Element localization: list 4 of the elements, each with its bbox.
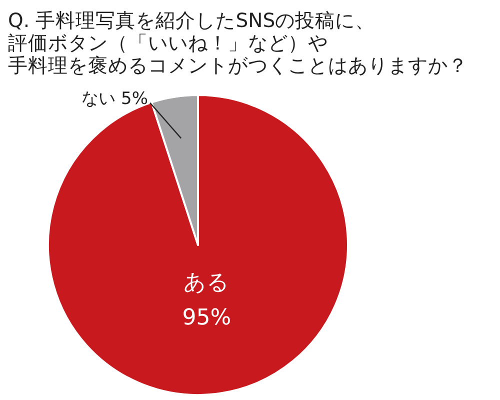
data-label: 95% (182, 305, 232, 330)
slice-label: ある (184, 270, 230, 296)
slice-label: ない 5% (82, 88, 148, 109)
chart-title: Q. 手料理写真を紹介したSNSの投稿に、評価ボタン（「いいね！」など）や手料理を褒めるコメントがつくことはありますか？ (8, 9, 468, 77)
